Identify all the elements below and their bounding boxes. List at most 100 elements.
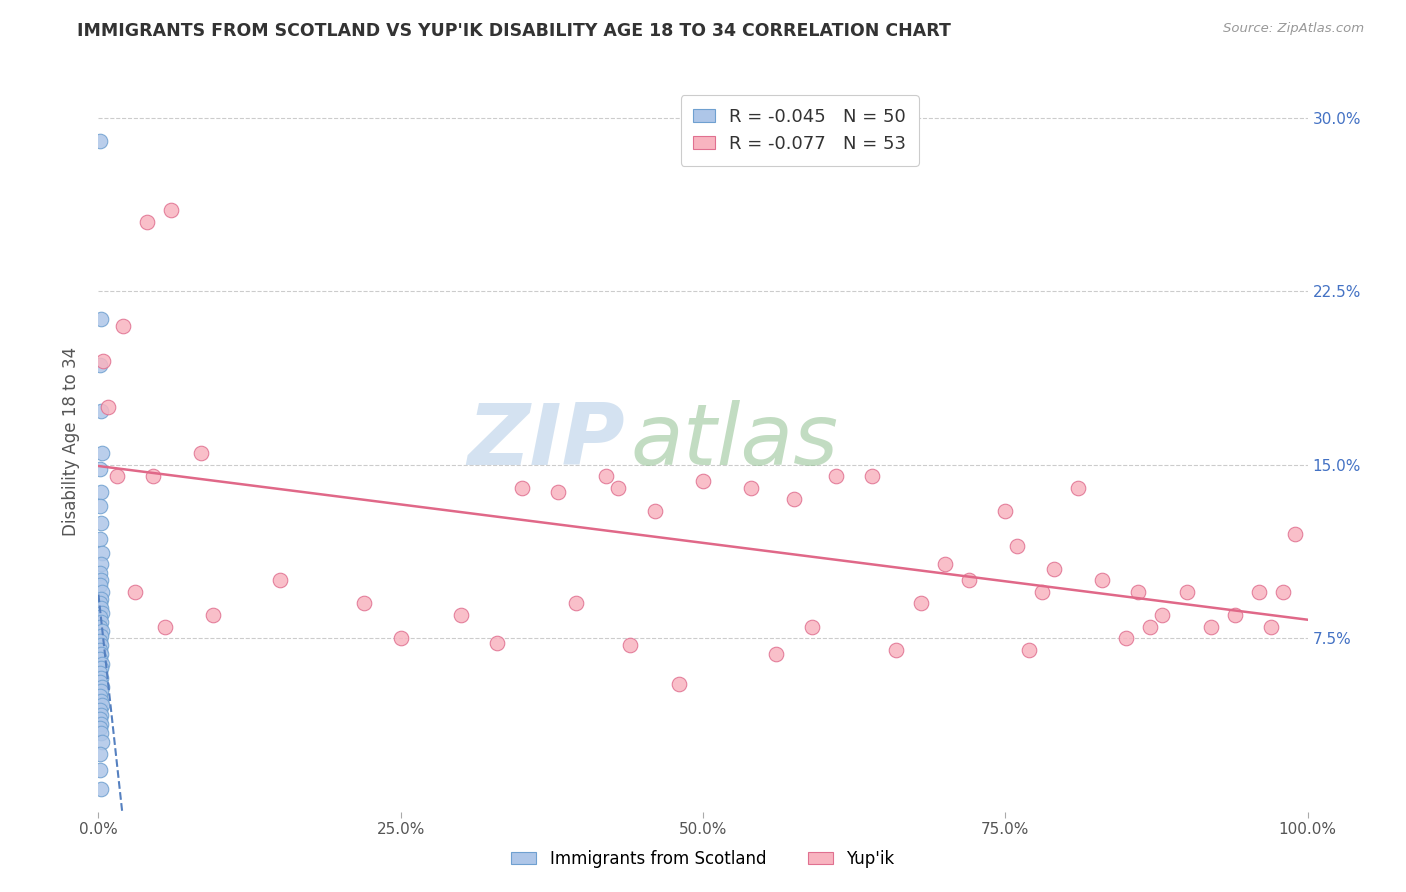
Point (825, 469, 848, 483)
Point (91, 735, 114, 749)
Point (89, 689, 111, 703)
Point (668, 677, 690, 691)
Point (89, 652, 111, 666)
Point (1284, 527, 1306, 541)
Point (89, 500, 111, 514)
Point (1031, 585, 1053, 599)
Point (957, 574, 980, 588)
Point (89, 665, 111, 680)
Text: ZIP: ZIP (467, 400, 624, 483)
Point (1067, 481, 1090, 495)
Legend: Immigrants from Scotland, Yup'ik: Immigrants from Scotland, Yup'ik (505, 844, 901, 875)
Point (450, 608, 472, 623)
Point (389, 631, 412, 645)
Point (89, 532, 111, 546)
Point (607, 481, 630, 495)
Point (269, 574, 291, 588)
Point (89, 462, 111, 476)
Point (1115, 631, 1137, 645)
Point (619, 638, 641, 652)
Point (89, 633, 111, 648)
Point (1199, 619, 1222, 633)
Point (90, 591, 112, 606)
Point (91, 624, 114, 639)
Point (89, 566, 111, 581)
Point (547, 485, 569, 500)
Point (91, 545, 114, 560)
Point (740, 481, 762, 495)
Point (90, 726, 112, 740)
Point (90, 661, 112, 675)
Point (124, 585, 146, 599)
Text: IMMIGRANTS FROM SCOTLAND VS YUP'IK DISABILITY AGE 18 TO 34 CORRELATION CHART: IMMIGRANTS FROM SCOTLAND VS YUP'IK DISAB… (77, 22, 952, 40)
Point (486, 636, 509, 650)
Point (91, 585, 114, 599)
Point (1007, 539, 1029, 553)
Point (510, 481, 533, 495)
Point (160, 203, 183, 218)
Point (89, 722, 111, 736)
Point (90, 671, 112, 685)
Point (89, 703, 111, 717)
Point (89, 712, 111, 726)
Point (90, 574, 112, 588)
Point (90, 781, 112, 796)
Point (800, 619, 823, 633)
Point (994, 504, 1017, 518)
Point (90, 684, 112, 698)
Point (89, 675, 111, 690)
Point (135, 215, 157, 229)
Point (89, 610, 111, 624)
Point (90, 615, 112, 629)
Point (91, 353, 114, 368)
Point (90, 516, 112, 530)
Legend: R = -0.045   N = 50, R = -0.077   N = 53: R = -0.045 N = 50, R = -0.077 N = 53 (681, 95, 920, 166)
Point (91, 698, 114, 713)
Point (934, 557, 956, 571)
Point (90, 312, 112, 326)
Point (202, 608, 225, 623)
Point (97, 400, 120, 414)
Point (142, 469, 165, 483)
Point (90, 638, 112, 652)
Point (1042, 562, 1064, 576)
Point (91, 657, 114, 671)
Point (190, 446, 212, 460)
Point (765, 648, 787, 662)
Point (91, 680, 114, 694)
Point (1139, 619, 1161, 633)
Point (90, 707, 112, 722)
Point (89, 597, 111, 611)
Point (1152, 608, 1174, 623)
Point (1091, 574, 1114, 588)
Point (90, 557, 112, 571)
Point (782, 492, 804, 507)
Point (595, 469, 617, 483)
Point (153, 619, 176, 633)
Point (1128, 585, 1150, 599)
Text: Source: ZipAtlas.com: Source: ZipAtlas.com (1223, 22, 1364, 36)
Point (1260, 619, 1282, 633)
Point (89, 619, 111, 633)
Point (353, 597, 375, 611)
Point (90, 694, 112, 708)
Point (105, 469, 128, 483)
Point (91, 446, 114, 460)
Point (90, 404, 112, 418)
Point (910, 597, 932, 611)
Point (89, 578, 111, 592)
Point (89, 763, 111, 777)
Point (90, 716, 112, 731)
Point (90, 485, 112, 500)
Point (89, 642, 111, 657)
Point (1249, 585, 1271, 599)
Point (886, 642, 908, 657)
Point (90, 648, 112, 662)
Point (90, 629, 112, 643)
Point (644, 504, 666, 518)
Point (860, 469, 883, 483)
Point (1272, 585, 1295, 599)
Point (89, 134, 111, 148)
Point (1018, 642, 1040, 657)
Point (565, 597, 588, 611)
